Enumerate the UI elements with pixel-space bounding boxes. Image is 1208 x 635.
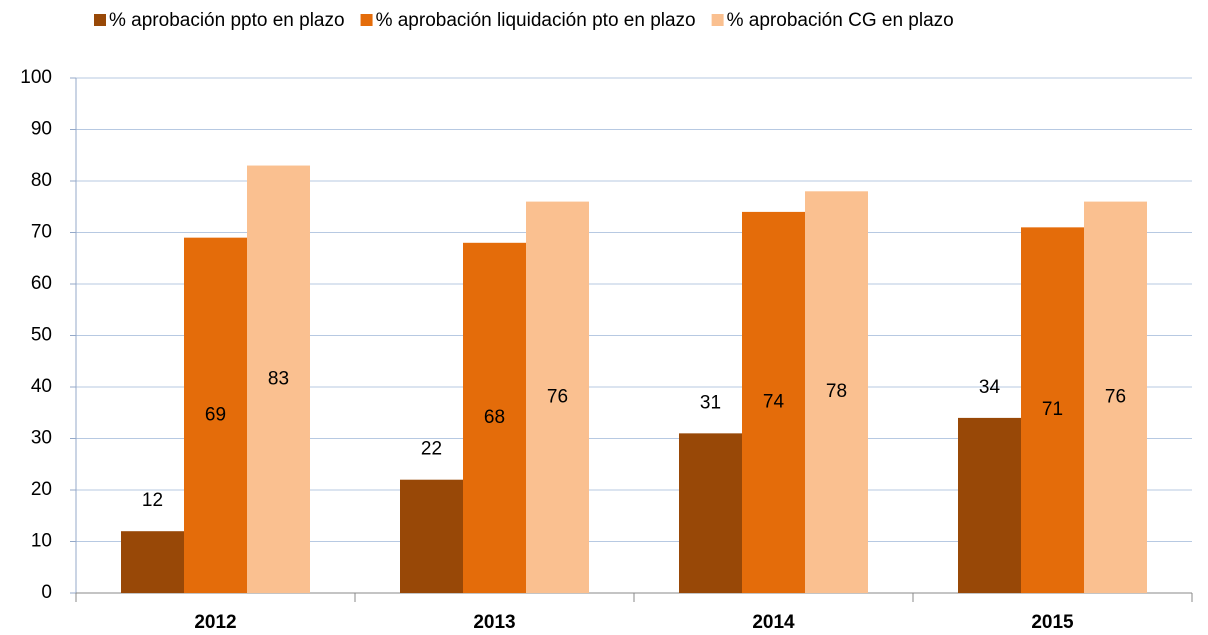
data-label: 34 [979, 377, 1001, 398]
y-tick-label: 0 [41, 582, 52, 603]
bar [184, 237, 247, 593]
x-tick-label: 2015 [1031, 612, 1074, 633]
legend-label: % aprobación liquidación pto en plazo [376, 10, 696, 31]
bar [1084, 201, 1147, 593]
x-tick-label: 2014 [752, 612, 795, 633]
legend-label: % aprobación ppto en plazo [109, 10, 345, 31]
y-tick-label: 80 [31, 170, 52, 191]
x-tick-label: 2012 [194, 612, 236, 633]
data-label: 68 [484, 407, 505, 428]
data-label: 83 [268, 368, 289, 389]
y-tick-label: 100 [20, 67, 52, 88]
bar [1021, 227, 1084, 593]
bar [121, 531, 184, 593]
legend-swatch [94, 14, 106, 26]
bar [958, 417, 1021, 593]
data-label: 74 [763, 391, 785, 412]
y-tick-label: 60 [31, 273, 52, 294]
bar [247, 165, 310, 594]
y-tick-label: 70 [31, 222, 52, 243]
legend-label: % aprobación CG en plazo [727, 10, 954, 31]
legend-swatch [711, 14, 724, 26]
legend-swatch [360, 14, 373, 26]
bar [805, 191, 868, 594]
data-label: 12 [142, 490, 163, 511]
y-tick-label: 40 [31, 376, 52, 397]
bar [742, 211, 805, 593]
bar [400, 479, 463, 593]
x-tick-label: 2013 [473, 612, 515, 633]
bar [463, 242, 526, 594]
data-label: 78 [826, 381, 847, 402]
data-label: 69 [205, 404, 226, 425]
data-label: 31 [700, 392, 721, 413]
bar [679, 433, 742, 593]
y-tick-label: 20 [31, 479, 52, 500]
y-tick-label: 90 [31, 119, 52, 140]
data-label: 22 [421, 439, 442, 460]
y-tick-label: 30 [31, 428, 52, 449]
data-label: 76 [547, 386, 568, 407]
data-label: 71 [1042, 399, 1063, 420]
y-tick-label: 10 [31, 531, 52, 552]
bar [526, 201, 589, 593]
y-tick-label: 50 [31, 325, 52, 346]
data-label: 76 [1105, 386, 1126, 407]
